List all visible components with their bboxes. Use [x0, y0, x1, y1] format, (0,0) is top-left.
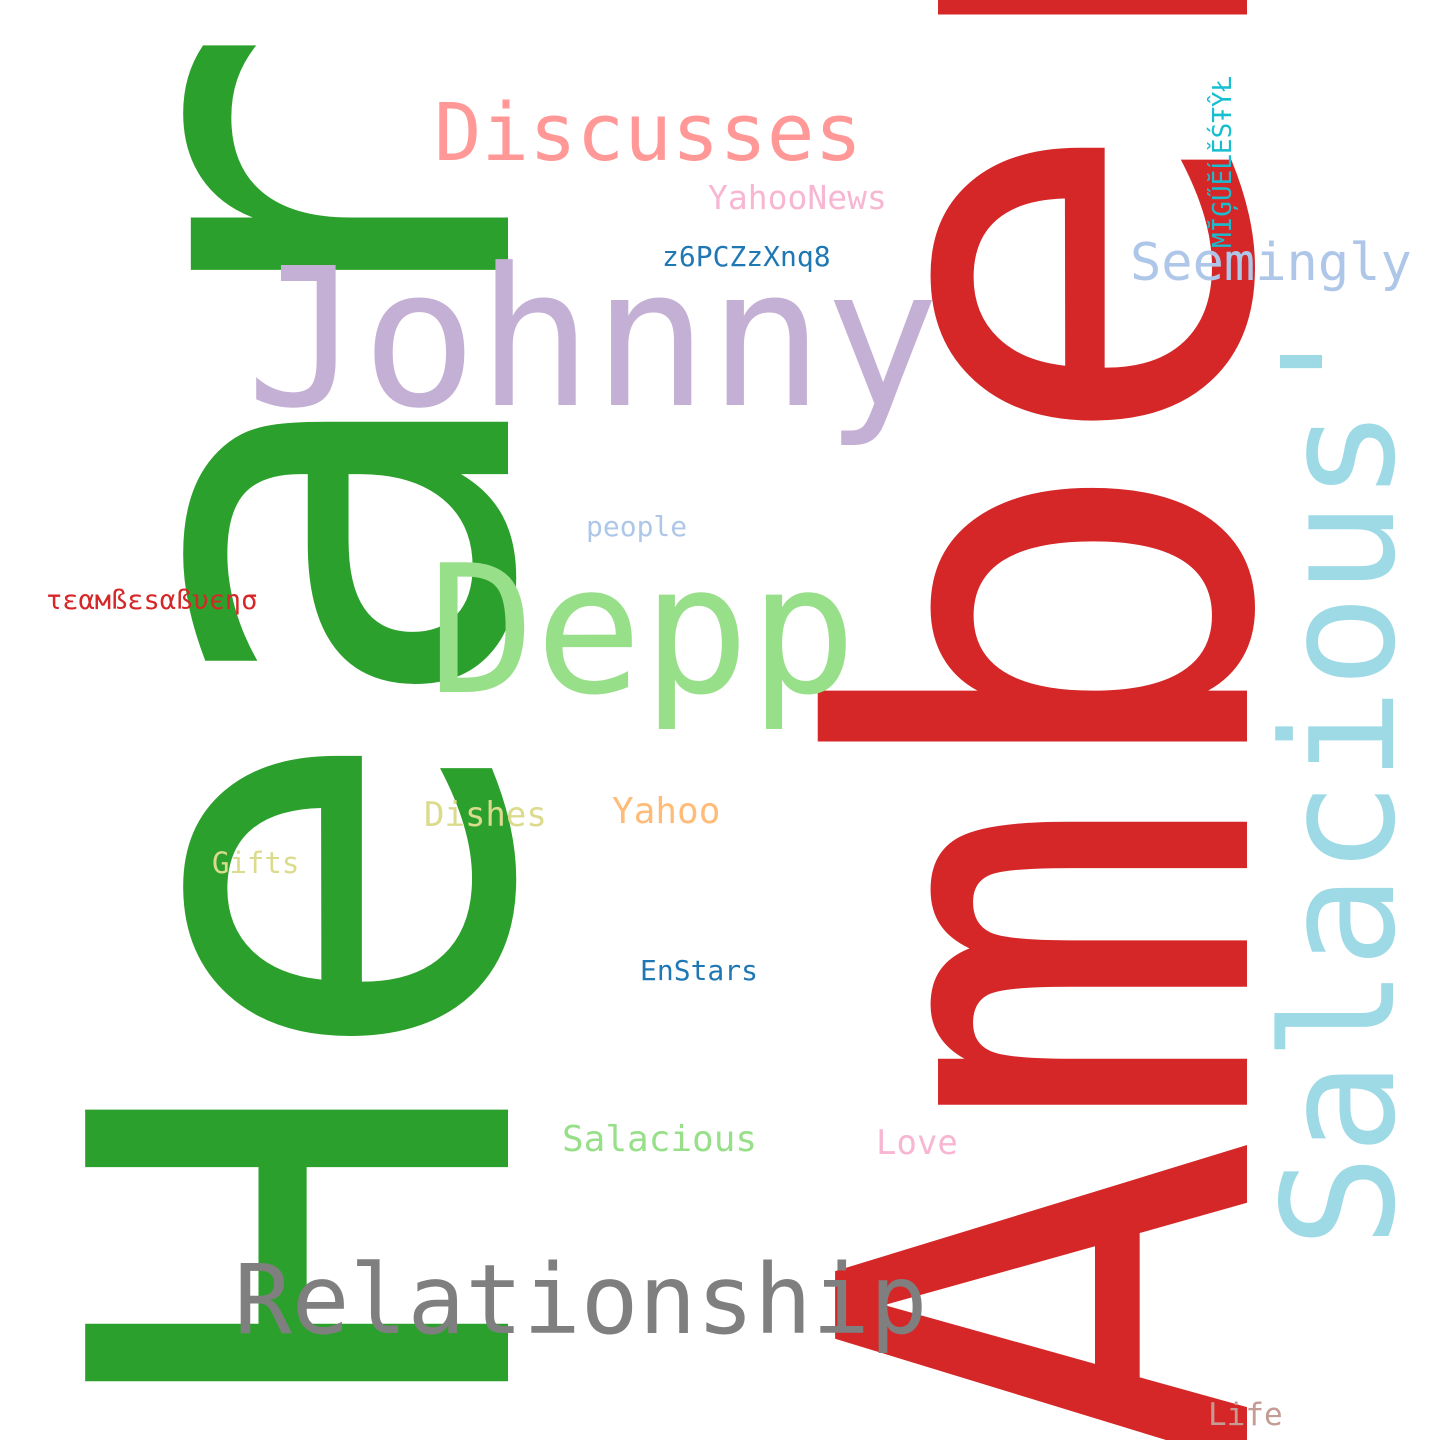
word-love: Love — [876, 1123, 958, 1163]
word-salacious: Salacious — [562, 1119, 758, 1160]
word-enstars: EnStars — [640, 954, 759, 987]
word-teambesabueno: τεαмßεѕαßυєησ — [46, 585, 258, 616]
word-life: Life — [1208, 1397, 1283, 1433]
word-discusses: Discusses — [434, 87, 863, 179]
word-gifts: Gifts — [212, 846, 300, 880]
word-mighueleestyl: MĬĢŰĔĹĚŚŦŶŁ — [1208, 75, 1238, 248]
word-yahoonews: YahooNews — [708, 178, 887, 217]
word-johnny: Johnny — [246, 228, 940, 451]
word-z6pczzxnq8: z6PCZzXnq8 — [662, 240, 831, 273]
word-depp: Depp — [428, 527, 857, 734]
word-relationship: Relationship — [234, 1244, 928, 1356]
word-yahoo: Yahoo — [612, 791, 721, 832]
word-seemingly: Seemingly — [1130, 233, 1412, 293]
word-people: people — [586, 510, 688, 543]
word-dishes: Dishes — [424, 795, 547, 835]
word-salacious-apostrophe: Salacious' — [1249, 314, 1430, 1248]
